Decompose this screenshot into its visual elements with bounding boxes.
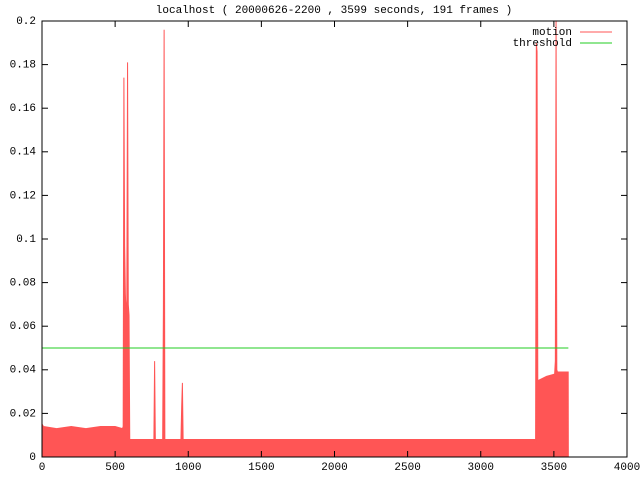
y-tick-label: 0.08: [10, 278, 36, 290]
area: [41, 20, 569, 458]
y-tick-label: 0.1: [16, 234, 36, 246]
y-tick-label: 0.14: [10, 147, 37, 159]
x-tick-label: 2000: [321, 462, 347, 474]
x-tick-label: 2500: [394, 462, 420, 474]
y-tick-label: 0.16: [10, 103, 36, 115]
y-tick-label: 0.12: [10, 190, 36, 202]
y-tick-label: 0.02: [10, 408, 36, 420]
x-tick-label: 3500: [541, 462, 567, 474]
x-tick-label: 1000: [175, 462, 201, 474]
chart-title: localhost ( 20000626-2200 , 3599 seconds…: [156, 5, 512, 17]
y-tick-label: 0.04: [10, 365, 37, 377]
x-tick-label: 3000: [468, 462, 494, 474]
y-tick-label: 0.06: [10, 321, 36, 333]
legend-label: threshold: [513, 38, 572, 50]
x-tick-label: 0: [39, 462, 46, 474]
legend-label: motion: [532, 27, 572, 39]
y-tick-label: 0: [29, 452, 36, 464]
x-tick-label: 500: [105, 462, 125, 474]
x-tick-label: 4000: [614, 462, 640, 474]
y-tick-label: 0.18: [10, 60, 36, 72]
y-tick-label: 0.2: [16, 16, 36, 28]
x-tick-label: 1500: [248, 462, 274, 474]
